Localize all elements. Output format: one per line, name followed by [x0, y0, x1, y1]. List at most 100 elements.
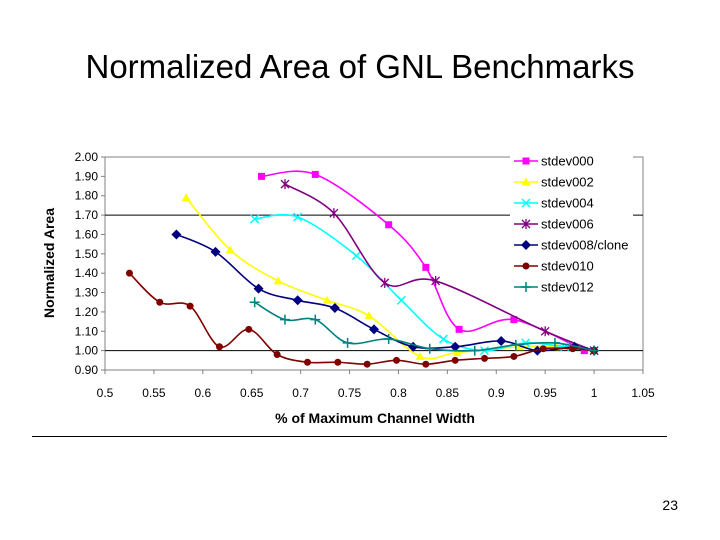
- data-point-stdev006: [431, 275, 441, 286]
- data-point-stdev010: [245, 325, 253, 333]
- legend-entry-stdev006: stdev006: [514, 217, 594, 232]
- y-tick-label: 1.10: [75, 324, 99, 338]
- data-point-stdev010: [215, 343, 223, 351]
- data-point-stdev012: [589, 345, 600, 356]
- x-tick-label: 1.05: [631, 386, 655, 400]
- data-point-stdev012: [549, 337, 560, 348]
- data-point-stdev010: [303, 358, 311, 366]
- y-tick-label: 1.50: [75, 247, 99, 261]
- data-point-stdev000: [258, 172, 266, 180]
- legend-label: stdev002: [541, 175, 594, 190]
- series-line-stdev002: [185, 197, 595, 360]
- legend-swatch-marker: [521, 219, 531, 229]
- chart-series: [125, 170, 600, 368]
- data-point-stdev008-clone: [329, 303, 340, 314]
- data-point-stdev012: [249, 297, 260, 308]
- data-point-stdev000: [580, 347, 588, 355]
- legend-label: stdev008/clone: [541, 238, 628, 253]
- data-point-stdev002: [181, 193, 191, 202]
- x-tick-label: 0.75: [338, 386, 362, 400]
- data-point-stdev000: [311, 170, 319, 178]
- data-point-stdev010: [156, 298, 164, 306]
- x-tick-label: 0.65: [240, 386, 264, 400]
- data-point-stdev010: [334, 358, 342, 366]
- x-tick-label: 0.9: [488, 386, 505, 400]
- x-tick-label: 0.55: [142, 386, 166, 400]
- chart-legend: stdev000 stdev002 stdev004 stdev006 stdev008…: [510, 150, 633, 295]
- series-stdev010: [125, 269, 598, 368]
- y-tick-label: 1.40: [75, 266, 99, 280]
- y-axis-label: Normalized Area: [41, 208, 57, 318]
- data-point-stdev002: [452, 348, 462, 357]
- data-point-stdev004: [293, 212, 303, 222]
- data-point-stdev012: [510, 339, 521, 350]
- slide-title: Normalized Area of GNL Benchmarks: [85, 48, 635, 85]
- data-point-stdev008-clone: [253, 283, 264, 294]
- data-point-stdev010: [363, 360, 371, 368]
- data-point-stdev010: [186, 302, 194, 310]
- y-tick-label: 2.00: [75, 150, 99, 164]
- legend-label: stdev012: [541, 280, 594, 295]
- data-point-stdev006: [280, 179, 290, 190]
- y-tick-label: 1.20: [75, 305, 99, 319]
- y-tick-label: 1.30: [75, 286, 99, 300]
- slide-divider: [32, 436, 667, 437]
- x-tick-label: 0.6: [194, 386, 211, 400]
- x-tick-label: 0.8: [390, 386, 407, 400]
- y-tick-label: 1.00: [75, 344, 99, 358]
- series-stdev006: [280, 179, 599, 356]
- data-point-stdev000: [422, 263, 430, 271]
- y-tick-label: 0.90: [75, 363, 99, 377]
- y-tick-label: 1.60: [75, 227, 99, 241]
- x-tick-label: 0.95: [534, 386, 558, 400]
- x-tick-label: 1: [591, 386, 598, 400]
- plot-area: [104, 156, 644, 371]
- data-point-stdev008-clone: [171, 229, 182, 240]
- data-point-stdev010: [273, 351, 281, 359]
- legend-label: stdev000: [541, 154, 594, 169]
- legend-swatch-marker: [521, 240, 531, 250]
- data-point-stdev008-clone: [369, 324, 379, 335]
- data-point-stdev010: [125, 269, 133, 277]
- y-tick-label: 1.70: [75, 208, 99, 222]
- data-point-stdev008-clone: [496, 335, 507, 346]
- y-tick-label: 1.80: [75, 189, 99, 203]
- data-point-stdev002: [225, 245, 235, 254]
- y-tick-label: 1.90: [75, 169, 99, 183]
- data-point-stdev012: [342, 337, 353, 348]
- legend-swatch-marker: [521, 177, 531, 186]
- series-line-stdev012: [254, 301, 595, 352]
- data-point-stdev002: [415, 351, 425, 360]
- legend-label: stdev004: [541, 196, 594, 211]
- legend-swatch-marker: [522, 157, 530, 165]
- data-point-stdev004: [521, 338, 531, 348]
- legend-entry-stdev004: stdev004: [514, 196, 594, 211]
- data-point-stdev012: [279, 314, 290, 325]
- data-point-stdev002: [273, 276, 283, 285]
- series-stdev000: [258, 170, 588, 355]
- legend-swatch-marker: [521, 282, 531, 292]
- legend-swatch-marker: [522, 262, 530, 270]
- data-point-stdev004: [351, 251, 361, 261]
- legend-entry-stdev012: stdev012: [514, 280, 594, 295]
- legend-label: stdev010: [541, 259, 594, 274]
- data-point-stdev008-clone: [450, 341, 461, 352]
- data-point-stdev004: [480, 346, 490, 356]
- data-point-stdev010: [539, 345, 547, 353]
- data-point-stdev006: [380, 277, 390, 288]
- series-stdev012: [249, 297, 600, 356]
- data-point-stdev004: [438, 334, 448, 344]
- data-point-stdev010: [392, 356, 400, 364]
- legend-swatch-marker: [521, 198, 531, 208]
- data-point-stdev002: [322, 295, 332, 304]
- legend-entry-stdev010: stdev010: [514, 259, 594, 274]
- x-tick-label: 0.85: [436, 386, 460, 400]
- slide-number: 23: [662, 497, 678, 513]
- legend-entry-stdev002: stdev002: [514, 175, 594, 190]
- data-point-stdev002: [364, 311, 374, 320]
- data-point-stdev000: [385, 221, 393, 229]
- x-axis-label: % of Maximum Channel Width: [275, 410, 475, 426]
- data-point-stdev012: [383, 334, 394, 345]
- x-tick-label: 0.5: [97, 386, 114, 400]
